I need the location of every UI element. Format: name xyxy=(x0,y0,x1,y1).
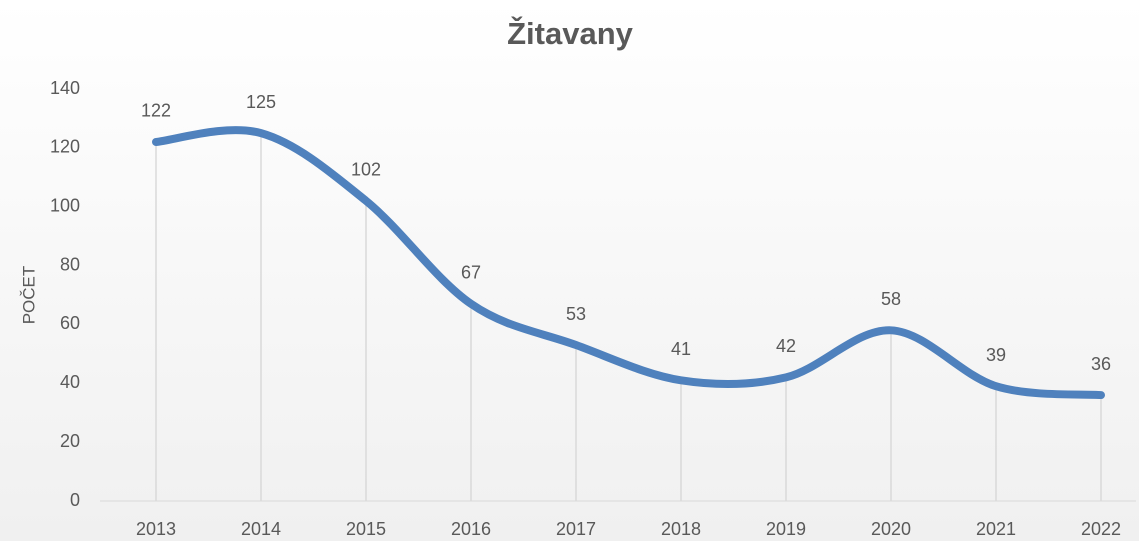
y-tick-label: 120 xyxy=(50,137,80,157)
y-tick-label: 60 xyxy=(60,313,80,333)
data-label: 125 xyxy=(246,92,276,112)
y-tick-label: 0 xyxy=(70,490,80,510)
x-tick-label: 2014 xyxy=(241,519,281,539)
y-axis-label: POČET xyxy=(19,266,38,325)
data-label: 67 xyxy=(461,263,481,283)
data-label: 41 xyxy=(671,339,691,359)
data-label: 39 xyxy=(986,345,1006,365)
data-label: 122 xyxy=(141,101,171,121)
x-tick-label: 2020 xyxy=(871,519,911,539)
chart-title: Žitavany xyxy=(507,15,634,51)
x-tick-label: 2018 xyxy=(661,519,701,539)
y-tick-label: 140 xyxy=(50,78,80,98)
data-label: 58 xyxy=(881,289,901,309)
line xyxy=(152,126,1105,400)
y-tick-label: 40 xyxy=(60,372,80,392)
data-label: 36 xyxy=(1091,354,1111,374)
data-label: 42 xyxy=(776,336,796,356)
data-label: 53 xyxy=(566,304,586,324)
y-tick-label: 100 xyxy=(50,195,80,215)
x-tick-label: 2015 xyxy=(346,519,386,539)
y-tick-label: 20 xyxy=(60,431,80,451)
y-tick-label: 80 xyxy=(60,254,80,274)
x-tick-label: 2021 xyxy=(976,519,1016,539)
data-label: 102 xyxy=(351,160,381,180)
x-tick-label: 2016 xyxy=(451,519,491,539)
x-tick-label: 2022 xyxy=(1081,519,1121,539)
x-tick-label: 2013 xyxy=(136,519,176,539)
x-tick-label: 2017 xyxy=(556,519,596,539)
x-tick-label: 2019 xyxy=(766,519,806,539)
